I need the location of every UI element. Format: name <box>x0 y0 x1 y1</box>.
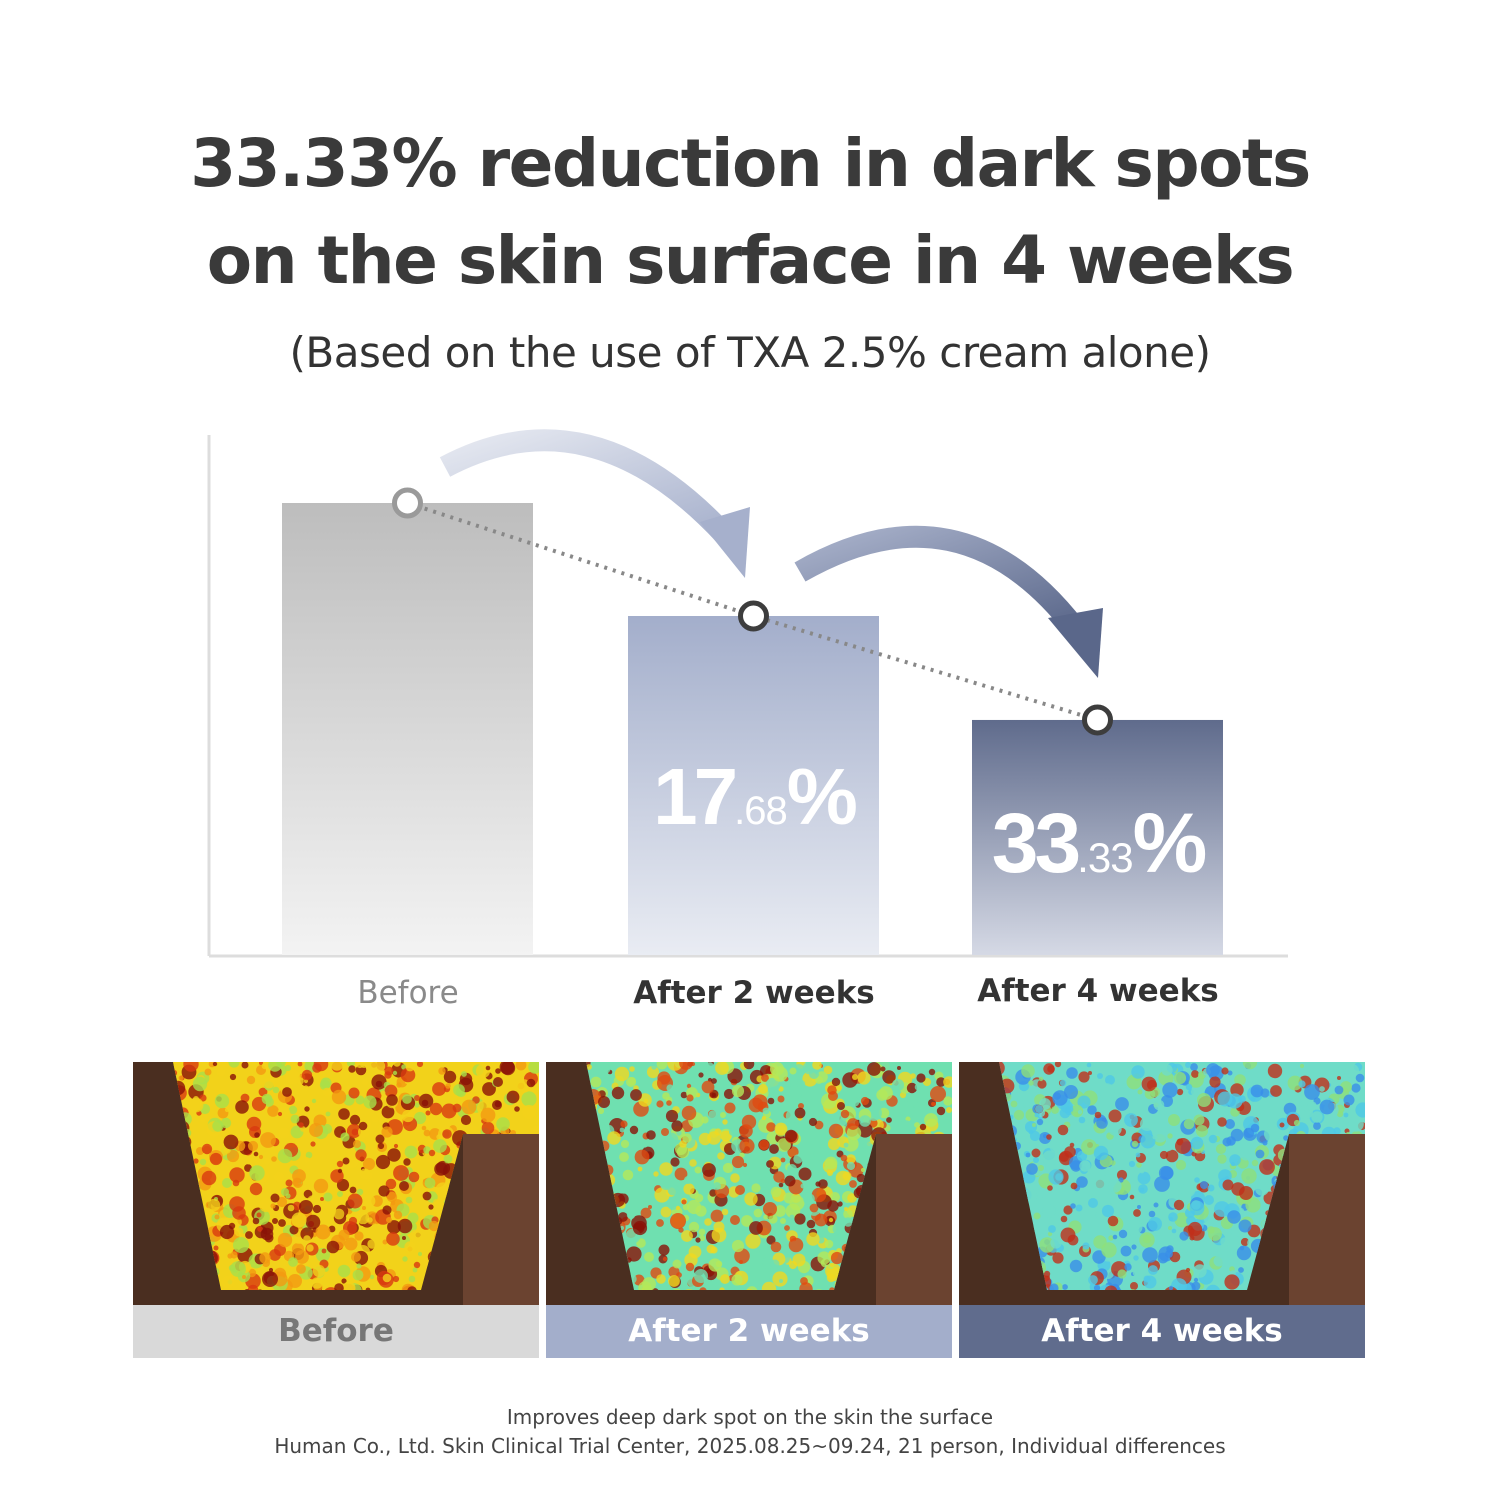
footnote-study: Human Co., Ltd. Skin Clinical Trial Cent… <box>274 1434 1226 1458</box>
bar-0 <box>282 503 533 955</box>
trend-point <box>738 600 769 632</box>
photo-label: Before <box>133 1305 539 1358</box>
trend-point <box>1082 704 1113 736</box>
x-label-before: Before <box>357 975 459 1011</box>
bar-2 <box>972 719 1223 955</box>
bar-chart: 17.68% 33.33% <box>207 429 1288 958</box>
headline-line-2: on the skin surface in 4 weeks <box>206 222 1295 299</box>
trend-point <box>392 487 423 519</box>
subtitle: (Based on the use of TXA 2.5% cream alon… <box>289 328 1211 377</box>
photo-panel-2-weeks: After 2 weeks <box>546 1062 952 1358</box>
photo-label: After 2 weeks <box>546 1305 952 1358</box>
arrow-curve-1 <box>439 429 734 543</box>
trend-line <box>406 501 1099 722</box>
photo-panel-4-weeks: After 4 weeks <box>959 1062 1365 1358</box>
arrow-head-1 <box>700 507 750 578</box>
x-label-4-weeks: After 4 weeks <box>977 973 1219 1009</box>
headline-line-1: 33.33% reduction in dark spots <box>190 125 1311 202</box>
arrow-curve-2 <box>794 525 1084 635</box>
skin-heatmap-image <box>546 1062 952 1305</box>
footnote-claim: Improves deep dark spot on the skin the … <box>506 1405 994 1429</box>
skin-heatmap-image <box>959 1062 1365 1305</box>
photo-label: After 4 weeks <box>959 1305 1365 1358</box>
reduction-value-label: 17.68% <box>653 752 857 841</box>
reduction-value-label: 33.33% <box>992 796 1206 890</box>
x-label-2-weeks: After 2 weeks <box>633 975 875 1011</box>
skin-heatmap-image <box>133 1062 539 1305</box>
photo-panel-before: Before <box>133 1062 539 1358</box>
arrow-head-2 <box>1048 608 1103 678</box>
bar-1 <box>628 616 879 955</box>
